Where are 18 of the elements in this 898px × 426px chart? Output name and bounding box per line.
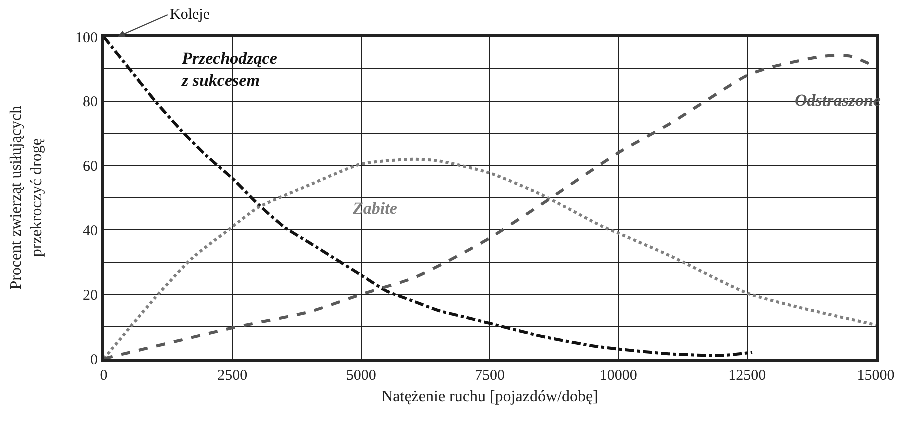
- y-tick-label: 40: [83, 223, 98, 240]
- x-tick-label: 2500: [218, 368, 248, 384]
- line-series: [104, 158, 876, 359]
- y-tick-label: 20: [83, 288, 98, 304]
- x-tick-label: 12500: [728, 368, 766, 384]
- y-tick-label: 80: [83, 94, 98, 111]
- line-series: [104, 37, 754, 358]
- x-tick-label: 0: [100, 368, 108, 384]
- x-axis-title: Natężenie ruchu [pojazdów/dobę]: [382, 388, 598, 406]
- y-axis-title: Procent zwierząt usiłujących przekroczyć drogę: [8, 106, 46, 290]
- x-tick-label: 10000: [600, 368, 638, 384]
- x-tick-label: 7500: [475, 368, 505, 384]
- text: Koleje: [170, 7, 210, 23]
- y-tick-label: 100: [76, 30, 98, 46]
- x-tick-label: 15000: [857, 368, 895, 384]
- y-tick-label: 0: [90, 352, 98, 368]
- x-tick-label: 5000: [346, 368, 376, 384]
- y-tick-label: 60: [83, 159, 98, 176]
